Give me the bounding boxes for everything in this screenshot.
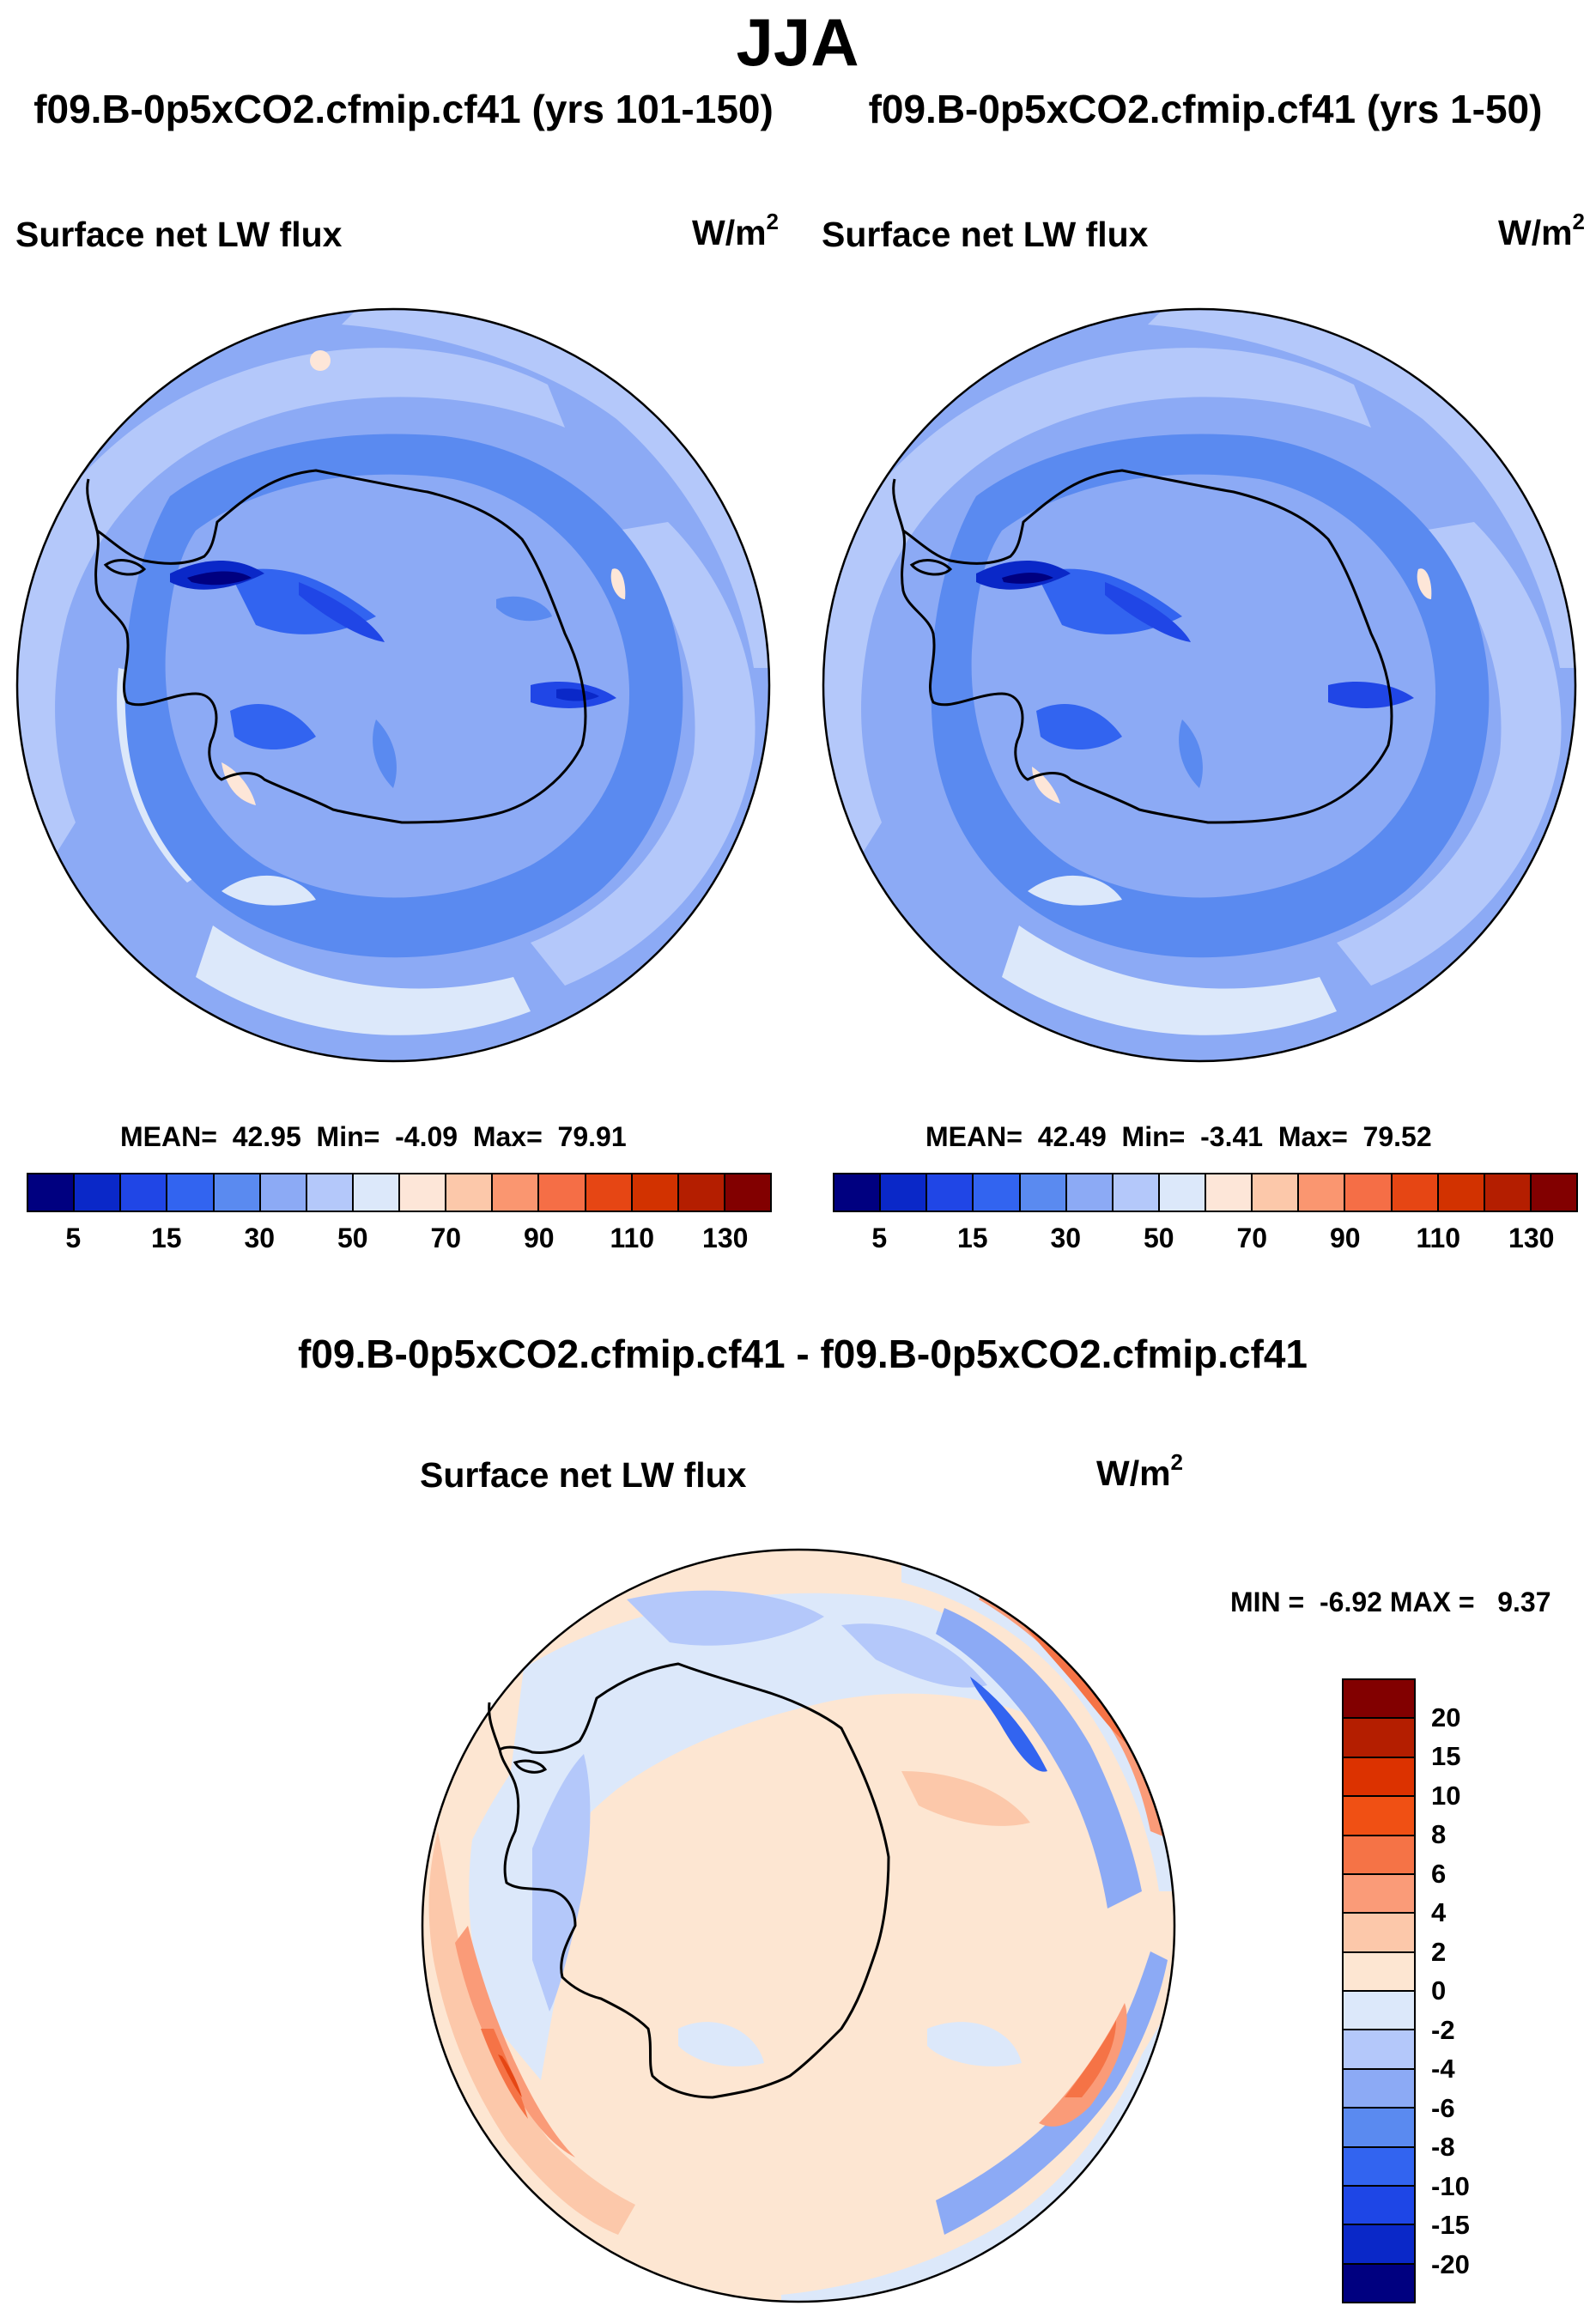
diff-colorbar-tick-label: -15: [1431, 2210, 1470, 2240]
panel3-variable: Surface net LW flux: [420, 1455, 747, 1495]
colorbar-box: [353, 1174, 400, 1211]
colorbar-box: [881, 1174, 928, 1211]
colorbar-box: [1253, 1174, 1300, 1211]
panel1-polar-map: [15, 307, 771, 1063]
diff-colorbar-tick-label: 15: [1431, 1741, 1461, 1771]
colorbar-box: [539, 1174, 586, 1211]
colorbar-box: [75, 1174, 122, 1211]
colorbar-box: [1344, 1719, 1414, 1758]
colorbar-tick-label: 50: [337, 1223, 368, 1253]
colorbar-tick-label: 70: [430, 1223, 462, 1253]
colorbar-box: [167, 1174, 215, 1211]
colorbar-tick-label: 110: [610, 1223, 655, 1253]
diff-colorbar-tick-label: 10: [1431, 1780, 1461, 1811]
diff-colorbar-tick-label: 20: [1431, 1702, 1461, 1732]
colorbar-box: [1344, 2069, 1414, 2109]
diff-colorbar-tick-label: -10: [1431, 2170, 1470, 2201]
colorbar-box: [1484, 1174, 1532, 1211]
diff-colorbar-tick-label: -6: [1431, 2092, 1455, 2123]
colorbar-box: [306, 1174, 354, 1211]
diff-colorbar-tick-label: 2: [1431, 1936, 1447, 1967]
colorbar-box: [1344, 2186, 1414, 2226]
panel2-variable: Surface net LW flux: [822, 215, 1149, 254]
diff-colorbar-tick-label: -2: [1431, 2014, 1455, 2045]
colorbar-box: [493, 1174, 540, 1211]
panel3-polar-map: [421, 1548, 1176, 2303]
colorbar-tick-label: 50: [1143, 1223, 1174, 1253]
colorbar-box: [28, 1174, 76, 1211]
panel1-case-title: f09.B-0p5xCO2.cfmip.cf41 (yrs 101-150): [33, 87, 774, 131]
diff-colorbar-tick-label: 8: [1431, 1819, 1447, 1849]
colorbar-tick-label: 90: [523, 1223, 555, 1253]
colorbar-tick-label: 90: [1329, 1223, 1361, 1253]
colorbar-tick-label: 70: [1236, 1223, 1268, 1253]
colorbar-box: [1344, 2109, 1414, 2148]
diff-colorbar-tick-label: 0: [1431, 1975, 1447, 2006]
diff-title: f09.B-0p5xCO2.cfmip.cf41 - f09.B-0p5xCO2…: [298, 1332, 1308, 1376]
panel2-units: W/m2: [1498, 209, 1586, 252]
colorbar-box: [1344, 1874, 1414, 1915]
figure-title: JJA: [736, 4, 859, 80]
colorbar-box: [1344, 1992, 1414, 2031]
colorbar-box: [1299, 1174, 1346, 1211]
colorbar-box: [974, 1174, 1021, 1211]
panel2-stats: MEAN= 42.49 Min= -3.41 Max= 79.52: [925, 1121, 1432, 1152]
colorbar-tick-label: 30: [1050, 1223, 1082, 1253]
colorbar-tick-label: 110: [1416, 1223, 1461, 1253]
colorbar-box: [1206, 1174, 1253, 1211]
colorbar-box: [1344, 2147, 1414, 2187]
colorbar-box: [121, 1174, 168, 1211]
diff-colorbar: [1342, 1678, 1416, 2303]
diff-colorbar-tick-label: 4: [1431, 1897, 1447, 1927]
panel3-units: W/m2: [1096, 1449, 1184, 1493]
colorbar-box: [1344, 2225, 1414, 2265]
colorbar-tick-label: 5: [65, 1223, 82, 1253]
colorbar-box: [1344, 1914, 1414, 1953]
colorbar-box: [1531, 1174, 1576, 1211]
colorbar-tick-label: 30: [244, 1223, 276, 1253]
colorbar-box: [1345, 1174, 1393, 1211]
colorbar-box: [632, 1174, 679, 1211]
colorbar-box: [927, 1174, 974, 1211]
colorbar-tick-label: 15: [150, 1223, 182, 1253]
panel1-units: W/m2: [692, 209, 780, 252]
colorbar-tick-label: 5: [871, 1223, 888, 1253]
colorbar-tick-label: 130: [1508, 1223, 1555, 1253]
colorbar-box: [678, 1174, 725, 1211]
colorbar-box: [214, 1174, 261, 1211]
colorbar-box: [1066, 1174, 1114, 1211]
colorbar-box: [834, 1174, 882, 1211]
colorbar-box: [586, 1174, 633, 1211]
colorbar-box: [1344, 1836, 1414, 1875]
colorbar-box: [1113, 1174, 1160, 1211]
colorbar-box: [1020, 1174, 1067, 1211]
panel2-polar-map: [822, 307, 1577, 1063]
colorbar-box: [1344, 1680, 1414, 1720]
panel2-colorbar: [833, 1173, 1578, 1212]
diff-colorbar-tick-label: -20: [1431, 2248, 1470, 2279]
colorbar-box: [260, 1174, 307, 1211]
colorbar-box: [725, 1174, 770, 1211]
colorbar-box: [1344, 2030, 1414, 2070]
colorbar-box: [446, 1174, 494, 1211]
diff-colorbar-tick-label: -8: [1431, 2132, 1455, 2162]
colorbar-box: [1159, 1174, 1206, 1211]
panel2-case-title: f09.B-0p5xCO2.cfmip.cf41 (yrs 1-50): [868, 87, 1543, 131]
diff-colorbar-tick-label: -4: [1431, 2054, 1455, 2084]
colorbar-box: [1392, 1174, 1439, 1211]
colorbar-box: [1438, 1174, 1485, 1211]
panel1-colorbar: [27, 1173, 772, 1212]
colorbar-tick-label: 130: [702, 1223, 749, 1253]
colorbar-tick-label: 15: [956, 1223, 988, 1253]
colorbar-box: [400, 1174, 447, 1211]
panel1-stats: MEAN= 42.95 Min= -4.09 Max= 79.91: [120, 1121, 627, 1152]
panel1-variable: Surface net LW flux: [15, 215, 343, 254]
colorbar-box: [1344, 2264, 1414, 2302]
colorbar-box: [1344, 1797, 1414, 1836]
colorbar-box: [1344, 1952, 1414, 1992]
panel3-stats: MIN = -6.92 MAX = 9.37: [1230, 1587, 1551, 1617]
colorbar-box: [1344, 1757, 1414, 1798]
diff-colorbar-tick-label: 6: [1431, 1858, 1447, 1889]
